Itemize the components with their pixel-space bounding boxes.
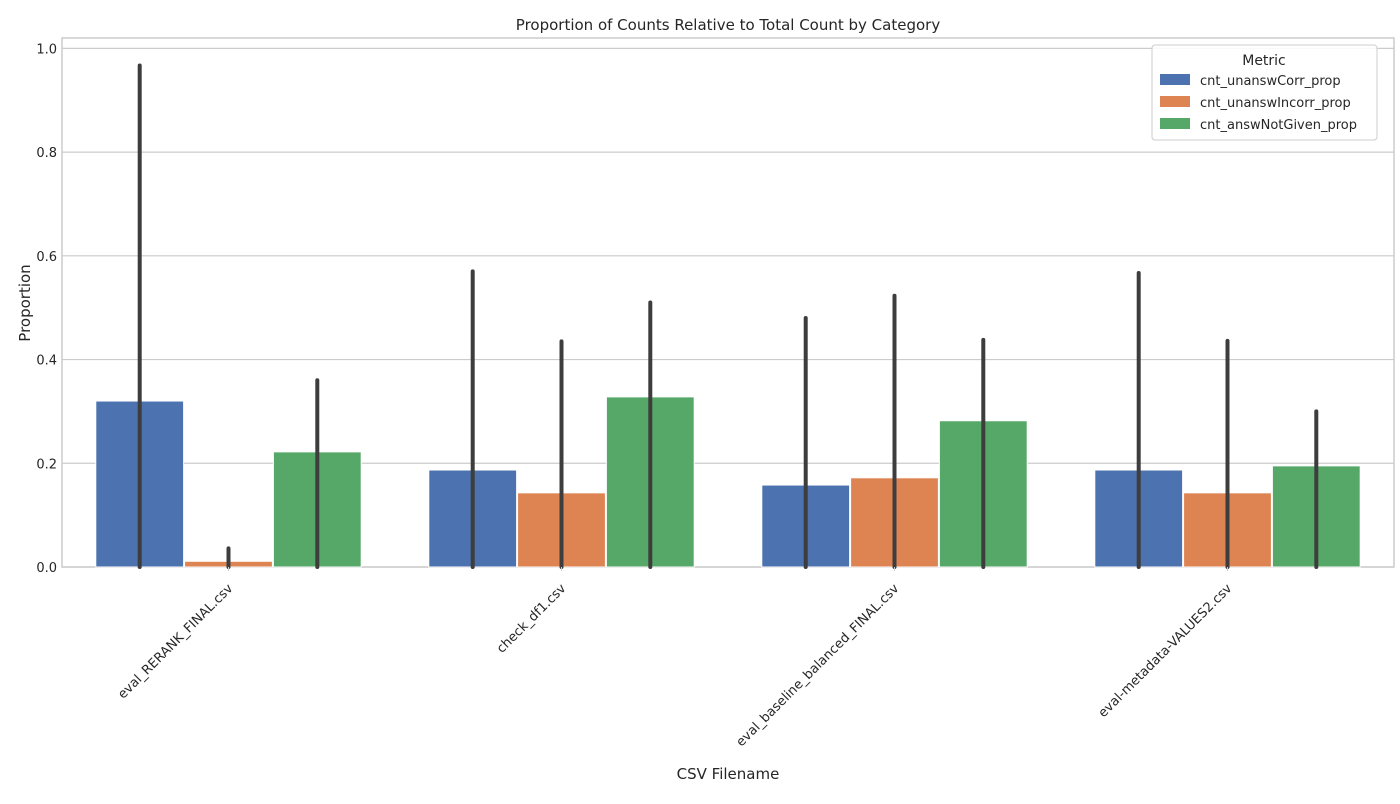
legend-swatch [1160,96,1190,107]
legend-entries: cnt_unanswCorr_prop cnt_unanswIncorr_prop… [1160,74,1357,133]
y-tick-label: 0.8 [36,146,57,161]
x-tick-label: check_df1.csv [494,581,569,656]
legend-label: cnt_unanswCorr_prop [1200,74,1341,89]
chart-title: Proportion of Counts Relative to Total C… [516,16,941,34]
y-tick-label: 0.4 [36,354,57,369]
x-axis-label: CSV Filename [677,765,780,783]
bars [95,396,1361,568]
legend-label: cnt_answNotGiven_prop [1200,118,1357,133]
x-tick-label: eval_baseline_balanced_FINAL.csv [734,581,903,750]
x-tick-labels: eval_RERANK_FINAL.csv check_df1.csv eval_b… [115,567,1236,750]
y-tick-labels: 0.0 0.2 0.4 0.6 0.8 1.0 [36,42,57,576]
legend-swatch [1160,118,1190,129]
y-tick-label: 0.2 [36,457,57,472]
legend-box [1151,44,1378,141]
error-bars [137,63,1319,569]
legend: Metric cnt_unanswCorr_prop cnt_unanswInco… [1151,44,1378,141]
x-tick-label: eval-metadata-VALUES2.csv [1096,581,1236,721]
legend-label: cnt_unanswIncorr_prop [1200,96,1351,111]
y-tick-label: 1.0 [36,42,57,57]
y-tick-label: 0.6 [36,250,57,265]
x-tick-label: eval_RERANK_FINAL.csv [115,581,236,702]
y-tick-label: 0.0 [36,561,57,576]
legend-title: Metric [1242,53,1286,69]
legend-swatch [1160,74,1190,85]
y-axis-label: Proportion [16,264,34,341]
